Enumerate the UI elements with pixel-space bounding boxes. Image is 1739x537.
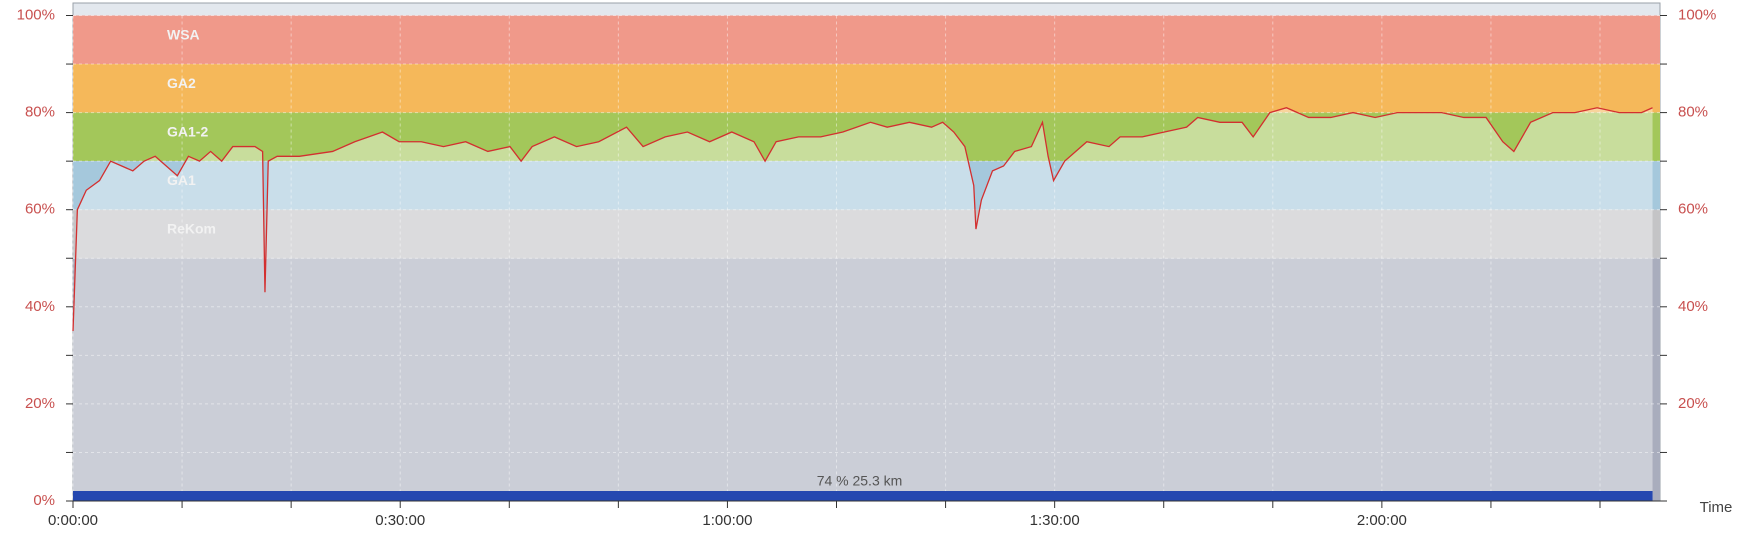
zone-band [73,15,1660,65]
y-tick-label: 60% [25,201,55,218]
y2-tick-label: 100% [1678,6,1716,23]
summary-label: 74 % 25.3 km [817,473,903,489]
zone-label: ReKom [167,221,216,237]
y2-tick-label: 60% [1678,201,1708,218]
line [72,107,1653,332]
y-tick-label: 0% [33,492,55,509]
zone-label: GA2 [167,75,196,91]
base-region [73,258,1660,501]
zone-band [73,161,1660,210]
x-tick-label: 0:00:00 [48,512,98,529]
zone-label: GA1-2 [167,124,208,140]
zone-band [73,209,1660,259]
zone-band [73,64,1660,113]
y-tick-label: 20% [25,395,55,412]
x-axis-label: Time [1700,499,1733,516]
y-tick-label: 100% [17,6,55,23]
x-tick-label: 1:30:00 [1030,512,1080,529]
y2-tick-label: 20% [1678,395,1708,412]
x-tick-label: 2:00:00 [1357,512,1407,529]
x-tick-label: 1:00:00 [702,512,752,529]
y-tick-label: 40% [25,298,55,315]
y2-tick-label: 80% [1678,104,1708,121]
zone-band [73,112,1660,162]
area [73,107,1653,502]
y2-tick-label: 40% [1678,298,1708,315]
zone-label: WSA [167,26,200,42]
zone-label: GA1 [167,172,196,188]
summary-bar [73,491,1653,501]
x-tick-label: 0:30:00 [375,512,425,529]
y-tick-label: 80% [25,104,55,121]
